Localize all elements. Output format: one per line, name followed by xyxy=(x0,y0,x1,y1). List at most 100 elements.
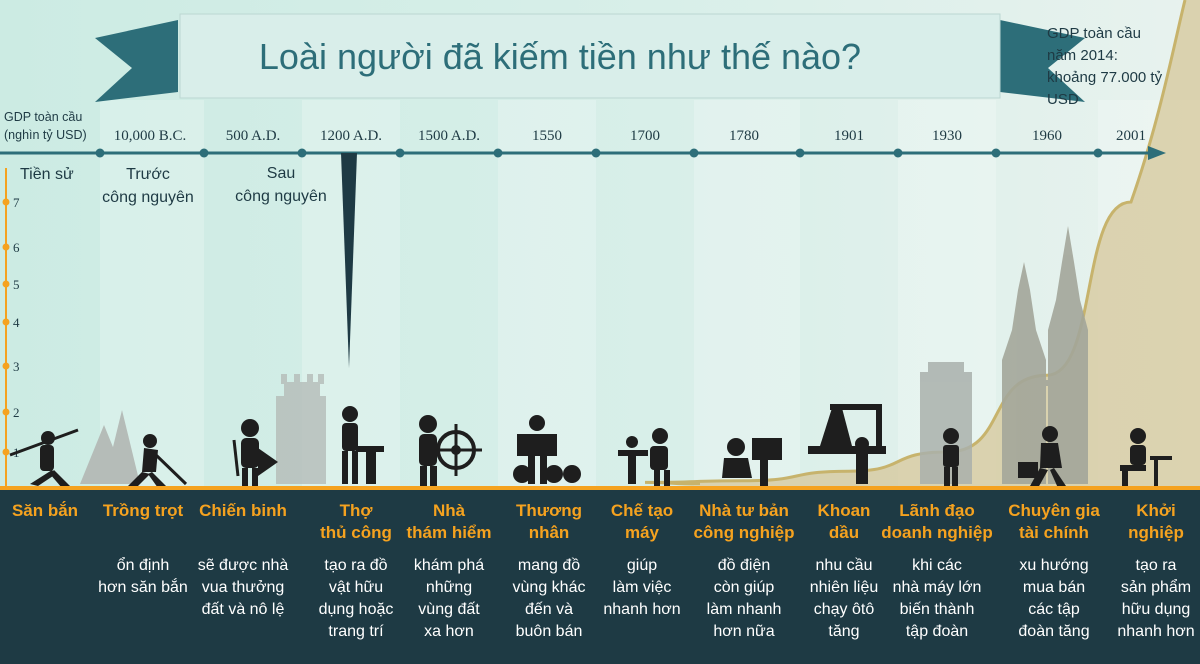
occupation-description: hữu dụng xyxy=(1122,601,1191,618)
x-tick-label: 2001 xyxy=(1116,128,1146,144)
bottom-panel xyxy=(0,486,1200,664)
occupation-title: Khoan xyxy=(818,501,871,520)
x-tick-label: 1960 xyxy=(1032,128,1062,144)
occupation-title: Chiến binh xyxy=(199,501,287,520)
occupation-description: vùng đất xyxy=(418,601,480,618)
twin-towers-icon xyxy=(1002,226,1088,484)
oil-rig-icon xyxy=(808,404,886,484)
y-axis-label-line1: GDP toàn cầu xyxy=(4,110,82,124)
startup-icon xyxy=(1120,428,1172,486)
y-tick-dot xyxy=(2,318,10,326)
occupation-title: Trồng trọt xyxy=(103,501,184,520)
timeline-dot xyxy=(493,148,503,158)
gdp-note-line4: USD xyxy=(1047,91,1079,108)
x-tick-label: 1930 xyxy=(932,128,962,144)
occupation-description: hơn nữa xyxy=(713,623,774,640)
occupation-description: giúp xyxy=(627,557,657,574)
explorer-ship-wheel-icon xyxy=(419,415,482,486)
occupation-title: Chuyên gia xyxy=(1008,501,1100,520)
timeline-labels: 10,000 B.C. 500 A.D. 1200 A.D. 1500 A.D. 155… xyxy=(114,128,1146,144)
occupation-title: Nhà tư bản xyxy=(699,501,789,520)
industrialist-icon xyxy=(722,438,782,486)
occupation-description: vật hữu xyxy=(329,579,383,596)
x-tick-label: 1500 A.D. xyxy=(418,128,480,144)
occupation-title: Săn bắn xyxy=(12,501,78,520)
occupation-title: Nhà xyxy=(433,501,466,520)
occupation-description: mua bán xyxy=(1023,579,1085,596)
merchant-icon xyxy=(513,415,581,484)
era-prehistory: Tiền sử xyxy=(20,166,74,183)
occupation-title: Lãnh đạo xyxy=(899,501,975,520)
occupation-title: Khởi xyxy=(1136,501,1175,520)
occupation-description: còn giúp xyxy=(714,579,775,596)
occupation-title: công nghiệp xyxy=(693,523,794,542)
occupation-title: nghiệp xyxy=(1128,523,1184,542)
y-tick-label: 7 xyxy=(13,195,20,210)
occupation-description: nhanh hơn xyxy=(1117,623,1194,640)
gdp-note: GDP toàn cầu năm 2014: khoảng 77.000 tỷ … xyxy=(1047,25,1163,108)
gdp-note-line2: năm 2014: xyxy=(1047,47,1118,64)
occupation-description: vua thưởng xyxy=(202,579,285,596)
occupation-description: vùng khác xyxy=(513,579,586,596)
occupation-title: doanh nghiệp xyxy=(881,523,992,542)
era-bc-line2: công nguyên xyxy=(102,189,194,206)
y-tick-label: 3 xyxy=(13,359,20,374)
occupation-title: máy xyxy=(625,523,660,542)
occupation-description: những xyxy=(426,579,472,596)
occupation-description: ổn định xyxy=(117,556,170,574)
era-ad-line1: Sau xyxy=(267,165,295,182)
y-tick-dot xyxy=(2,198,10,206)
x-tick-label: 1700 xyxy=(630,128,660,144)
x-tick-label: 500 A.D. xyxy=(226,128,281,144)
occupation-description: tăng xyxy=(828,623,859,640)
occupation-title: Thương xyxy=(516,501,582,520)
occupation-description: biến thành xyxy=(900,601,975,618)
x-tick-label: 1901 xyxy=(834,128,864,144)
page-title: Loài người đã kiếm tiền như thế nào? xyxy=(259,36,861,77)
occupation-item: Nhà tư bản công nghiệp đồ điện còn giúp làm … xyxy=(693,501,794,640)
timeline-dot xyxy=(297,148,307,158)
timeline-dot xyxy=(689,148,699,158)
spike-marker xyxy=(341,153,357,368)
y-tick-dot xyxy=(2,408,10,416)
y-tick-label: 6 xyxy=(13,240,20,255)
timeline-dot xyxy=(991,148,1001,158)
occupation-title: nhân xyxy=(529,523,570,542)
occupation-description: sản phẩm xyxy=(1121,578,1191,596)
finance-expert-icon xyxy=(1018,426,1066,488)
craftsman-icon xyxy=(342,406,384,484)
occupation-description: tập đoàn xyxy=(906,623,968,640)
occupation-labels: Săn bắn Trồng trọt ổn định hơn săn bắn Chiến… xyxy=(12,501,1195,640)
farmer-icon xyxy=(128,434,188,488)
occupation-description: mang đồ xyxy=(518,557,580,574)
gdp-note-line3: khoảng 77.000 tỷ xyxy=(1047,69,1163,86)
timeline-dot xyxy=(795,148,805,158)
occupation-description: xa hơn xyxy=(424,623,474,640)
occupation-title: thám hiểm xyxy=(406,523,491,542)
occupation-item: Chế tạo máy giúp làm việc nhanh hơn xyxy=(603,501,680,618)
occupation-title: dầu xyxy=(829,523,859,542)
occupation-item: Chiến binh sẽ được nhà vua thưởng đất và nô… xyxy=(198,501,289,618)
occupation-description: chạy ôtô xyxy=(814,601,875,618)
occupation-description: khi các xyxy=(912,557,962,574)
x-tick-label: 10,000 B.C. xyxy=(114,128,187,144)
occupation-description: đoàn tăng xyxy=(1018,623,1089,640)
occupation-description: khám phá xyxy=(414,557,484,574)
occupation-title: thủ công xyxy=(320,523,392,542)
era-bc-line1: Trước xyxy=(126,166,170,183)
bottom-panel-border xyxy=(0,486,1200,490)
occupation-description: đồ điện xyxy=(718,557,771,574)
occupation-item: Nhà thám hiểm khám phá những vùng đất xa hơn xyxy=(406,501,491,640)
occupation-item: Trồng trọt ổn định hơn săn bắn xyxy=(98,501,188,596)
occupation-item: Khoan dầu nhu cầu nhiên liệu chạy ôtô tăng xyxy=(810,501,879,640)
occupation-description: đất và nô lệ xyxy=(202,601,285,618)
occupation-item: Thợ thủ công tạo ra đồ vật hữu dụng hoặc tran… xyxy=(319,501,394,640)
timeline-dot xyxy=(395,148,405,158)
timeline-dot xyxy=(95,148,105,158)
occupation-title: tài chính xyxy=(1019,523,1089,542)
machine-maker-icon xyxy=(618,428,670,486)
business-leader-icon xyxy=(943,428,959,486)
tent-icon xyxy=(80,410,140,484)
y-axis-label-line2: (nghìn tỷ USD) xyxy=(4,128,87,142)
